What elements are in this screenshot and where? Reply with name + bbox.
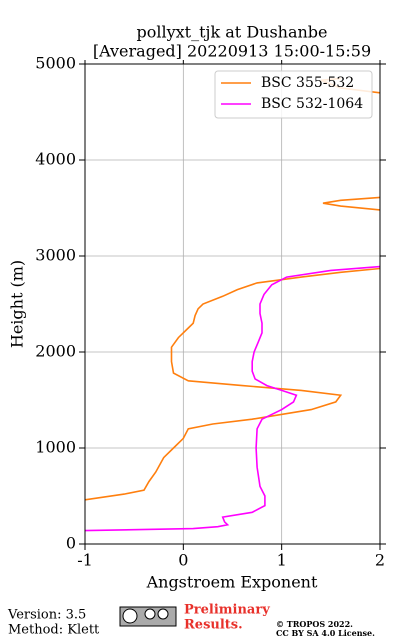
x-axis-label: Angstroem Exponent <box>146 573 318 592</box>
x-tick-label: 0 <box>178 551 188 570</box>
x-tick-label: -1 <box>77 551 93 570</box>
y-tick-label: 3000 <box>35 246 76 265</box>
copyright: © TROPOS 2022. <box>276 619 353 629</box>
y-axis-label: Height (m) <box>8 260 27 348</box>
legend-label: BSC 532-1064 <box>261 96 363 112</box>
series-line <box>85 265 380 532</box>
legend-box <box>214 70 373 119</box>
y-tick-label: 2000 <box>35 342 76 361</box>
legend-label: BSC 355-532 <box>261 75 354 91</box>
chart-title: pollyxt_tjk at Dushanbe <box>136 23 327 42</box>
chart-subtitle: [Averaged] 20220913 15:00-15:59 <box>93 42 371 61</box>
y-tick-label: 5000 <box>35 54 76 73</box>
y-tick-label: 1000 <box>35 438 76 457</box>
x-tick-label: 2 <box>375 551 385 570</box>
version: Version: 3.5 <box>7 608 86 623</box>
status: Preliminary <box>184 603 270 618</box>
y-tick-label: 4000 <box>35 150 76 169</box>
y-tick-label: 0 <box>66 534 76 553</box>
license: CC BY SA 4.0 License. <box>276 628 375 638</box>
series-line <box>85 77 380 501</box>
cc-badge <box>119 606 177 627</box>
method: Method: Klett <box>8 623 100 638</box>
x-tick-label: 1 <box>277 551 287 570</box>
status: Results. <box>184 618 243 633</box>
plot-frame <box>84 63 381 545</box>
